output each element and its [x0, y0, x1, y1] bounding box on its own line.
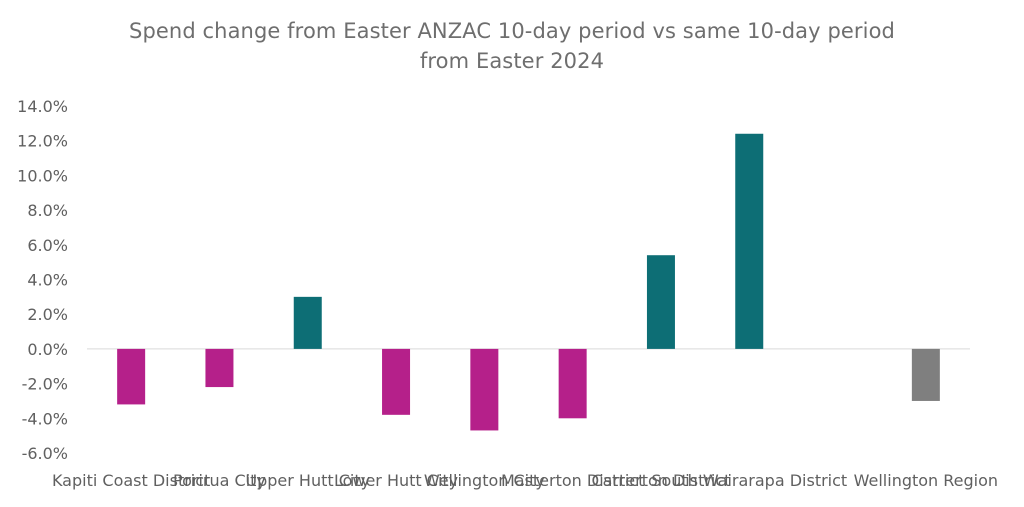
y-tick-label: -6.0% — [22, 444, 68, 463]
x-category-label: Carterton District — [591, 471, 730, 490]
y-tick-label: 0.0% — [27, 340, 68, 359]
y-tick-label: 8.0% — [27, 201, 68, 220]
bar — [558, 348, 587, 419]
bar — [646, 255, 675, 349]
bar — [911, 348, 940, 401]
x-category-label: Wellington City — [424, 471, 545, 490]
x-category-label: Wellington Region — [854, 471, 998, 490]
bar — [205, 348, 234, 388]
y-tick-label: 14.0% — [17, 97, 68, 116]
x-category-label: Masterton District — [501, 471, 644, 490]
y-tick-label: 12.0% — [17, 132, 68, 151]
chart-title: Spend change from Easter ANZAC 10-day pe… — [0, 16, 1024, 76]
chart-title-line-2: from Easter 2024 — [419, 49, 605, 73]
bar — [293, 296, 322, 349]
y-tick-label: 2.0% — [27, 305, 68, 324]
x-category-label: Lower Hutt City — [334, 471, 458, 490]
bar — [735, 133, 764, 349]
bar — [470, 348, 499, 431]
x-category-label: South Wairarapa District — [651, 471, 847, 490]
y-tick-label: 4.0% — [27, 271, 68, 290]
y-tick-label: 10.0% — [17, 166, 68, 185]
x-category-label: Porirua City — [173, 471, 266, 490]
x-category-label: Kapiti Coast District — [52, 471, 210, 490]
chart-title-line-1: Spend change from Easter ANZAC 10-day pe… — [129, 19, 895, 43]
y-tick-label: -4.0% — [22, 409, 68, 428]
y-tick-label: 6.0% — [27, 236, 68, 255]
x-category-label: Upper Hutt City — [245, 471, 370, 490]
y-tick-label: -2.0% — [22, 375, 68, 394]
bar — [117, 348, 146, 405]
bar — [382, 348, 411, 415]
